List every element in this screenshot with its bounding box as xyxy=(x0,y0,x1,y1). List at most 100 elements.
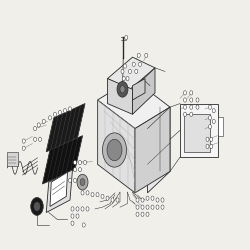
Polygon shape xyxy=(98,78,170,128)
Circle shape xyxy=(124,64,126,68)
Circle shape xyxy=(196,98,199,102)
Circle shape xyxy=(42,119,45,124)
Circle shape xyxy=(145,53,148,58)
Circle shape xyxy=(117,82,128,97)
Circle shape xyxy=(146,196,149,200)
Circle shape xyxy=(106,196,109,200)
Circle shape xyxy=(86,191,89,195)
Circle shape xyxy=(81,191,84,195)
Circle shape xyxy=(136,205,139,209)
Polygon shape xyxy=(132,68,155,114)
Circle shape xyxy=(210,137,213,141)
Circle shape xyxy=(151,196,154,200)
Circle shape xyxy=(71,207,74,211)
Circle shape xyxy=(111,198,114,202)
Circle shape xyxy=(190,112,193,116)
Polygon shape xyxy=(98,100,135,193)
Circle shape xyxy=(184,91,186,95)
Circle shape xyxy=(22,146,25,150)
Circle shape xyxy=(74,160,76,165)
Circle shape xyxy=(156,205,159,209)
Circle shape xyxy=(196,105,199,109)
Polygon shape xyxy=(108,78,132,114)
Circle shape xyxy=(212,119,215,124)
Circle shape xyxy=(34,202,40,211)
Circle shape xyxy=(58,110,61,115)
Circle shape xyxy=(102,133,126,167)
Circle shape xyxy=(38,137,42,141)
Circle shape xyxy=(212,108,215,113)
Circle shape xyxy=(120,86,125,93)
Circle shape xyxy=(146,205,149,209)
Circle shape xyxy=(77,174,88,190)
Polygon shape xyxy=(108,57,155,89)
Circle shape xyxy=(64,108,66,113)
Circle shape xyxy=(126,76,129,81)
Circle shape xyxy=(184,112,186,116)
Bar xyxy=(184,114,210,152)
Circle shape xyxy=(125,35,128,40)
Circle shape xyxy=(74,168,76,172)
Circle shape xyxy=(141,198,144,202)
Circle shape xyxy=(190,105,193,109)
Circle shape xyxy=(135,69,138,73)
Circle shape xyxy=(184,98,186,102)
Circle shape xyxy=(208,116,212,120)
Circle shape xyxy=(48,116,51,120)
Circle shape xyxy=(136,212,139,216)
Polygon shape xyxy=(50,172,68,206)
Circle shape xyxy=(208,125,212,129)
Circle shape xyxy=(161,205,164,209)
Circle shape xyxy=(132,62,135,66)
Bar xyxy=(218,117,223,136)
Circle shape xyxy=(37,123,40,127)
Circle shape xyxy=(101,194,104,198)
Circle shape xyxy=(22,139,25,143)
Circle shape xyxy=(84,160,86,165)
Circle shape xyxy=(184,105,186,109)
Circle shape xyxy=(71,221,74,225)
Circle shape xyxy=(137,53,140,58)
Circle shape xyxy=(74,178,76,182)
Circle shape xyxy=(151,205,154,209)
Circle shape xyxy=(68,178,71,182)
Circle shape xyxy=(76,207,79,211)
Circle shape xyxy=(91,192,94,197)
Circle shape xyxy=(146,212,149,216)
Polygon shape xyxy=(135,107,170,193)
Circle shape xyxy=(206,137,209,141)
Circle shape xyxy=(136,198,139,202)
Circle shape xyxy=(138,62,141,66)
Circle shape xyxy=(78,168,82,172)
Circle shape xyxy=(76,214,79,218)
Circle shape xyxy=(31,198,43,215)
Circle shape xyxy=(86,207,89,211)
Polygon shape xyxy=(46,170,72,212)
Circle shape xyxy=(96,192,99,197)
Circle shape xyxy=(34,126,36,131)
Circle shape xyxy=(161,198,164,202)
Polygon shape xyxy=(180,104,218,157)
Circle shape xyxy=(141,212,144,216)
Circle shape xyxy=(81,207,84,211)
Polygon shape xyxy=(132,78,145,100)
Polygon shape xyxy=(42,136,82,184)
Circle shape xyxy=(34,137,36,141)
Polygon shape xyxy=(46,104,85,152)
Circle shape xyxy=(122,76,125,81)
Circle shape xyxy=(190,91,193,95)
Circle shape xyxy=(156,198,159,202)
Circle shape xyxy=(78,160,82,165)
Circle shape xyxy=(141,205,144,209)
Circle shape xyxy=(190,98,193,102)
Circle shape xyxy=(206,144,209,148)
Circle shape xyxy=(82,223,85,227)
Circle shape xyxy=(107,139,122,161)
Bar xyxy=(7,152,18,166)
Polygon shape xyxy=(148,107,170,193)
Circle shape xyxy=(128,69,132,73)
Circle shape xyxy=(54,112,56,116)
Circle shape xyxy=(210,144,213,148)
Circle shape xyxy=(208,105,212,109)
Circle shape xyxy=(68,107,71,111)
